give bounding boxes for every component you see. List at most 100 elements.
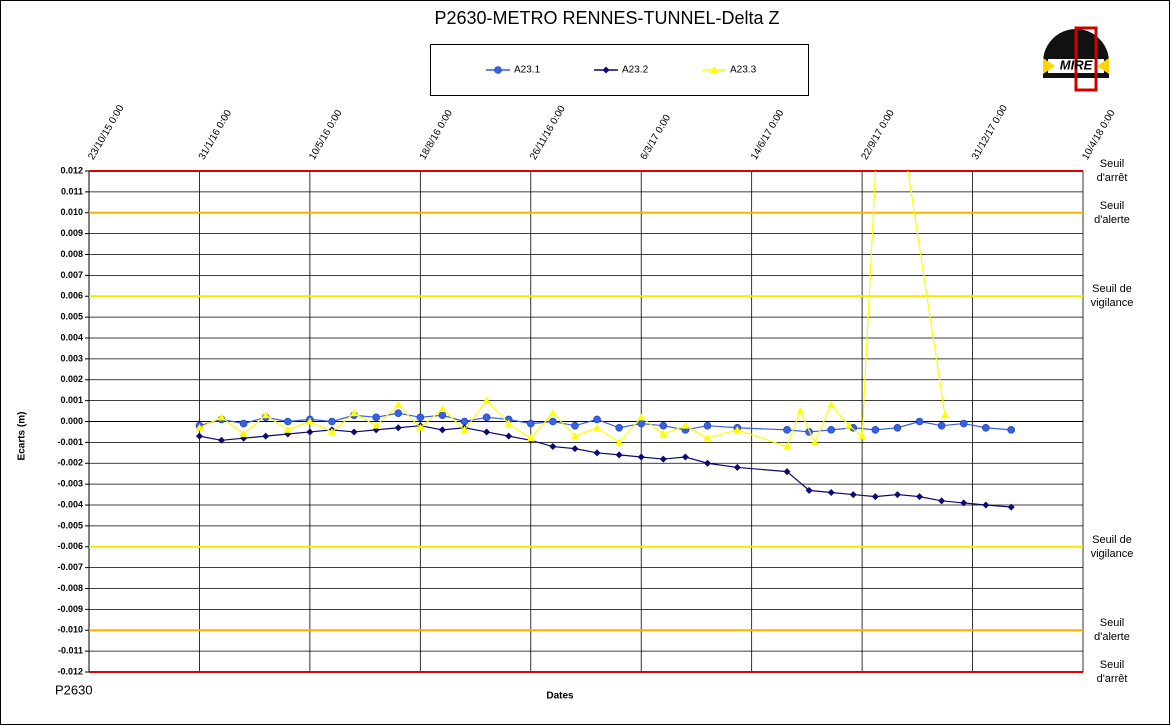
y-tick-label: -0.011 — [58, 646, 83, 656]
marker — [659, 421, 668, 430]
marker — [526, 419, 535, 428]
marker — [416, 423, 425, 431]
y-tick-label: 0.007 — [60, 270, 83, 280]
marker — [548, 409, 557, 417]
marker — [239, 419, 248, 428]
legend-label: A23.1 — [514, 65, 541, 76]
marker — [916, 493, 924, 501]
marker — [893, 491, 901, 499]
marker — [549, 417, 557, 426]
marker — [959, 419, 968, 428]
marker — [615, 451, 623, 459]
plot-area — [195, 171, 1016, 511]
marker — [1007, 503, 1015, 511]
marker — [893, 423, 902, 432]
y-tick-label: 0.006 — [60, 291, 83, 301]
marker — [940, 411, 949, 419]
marker — [438, 426, 446, 434]
y-tick-label: 0.011 — [61, 186, 83, 196]
marker — [350, 409, 359, 417]
marker — [593, 449, 601, 457]
marker — [570, 432, 579, 440]
marker — [350, 428, 358, 436]
marker — [305, 417, 314, 425]
threshold-label: Seuil de vigilance — [1090, 283, 1134, 310]
legend-marker — [602, 66, 610, 74]
y-tick-label: -0.005 — [57, 520, 83, 530]
y-tick-label: -0.009 — [57, 604, 83, 614]
y-tick-label: 0.008 — [60, 249, 83, 259]
marker — [733, 425, 742, 433]
marker — [681, 453, 689, 461]
marker — [504, 419, 513, 427]
marker — [805, 486, 813, 494]
y-tick-label: -0.010 — [57, 625, 83, 635]
x-axis-label: Dates — [546, 691, 574, 702]
legend-label: A23.2 — [622, 65, 649, 76]
marker — [858, 432, 867, 440]
marker — [915, 417, 924, 426]
marker — [394, 424, 402, 432]
chart-title: P2630-METRO RENNES-TUNNEL-Delta Z — [434, 8, 779, 28]
marker — [783, 426, 791, 434]
series-line — [199, 171, 946, 448]
marker — [637, 413, 646, 421]
marker — [783, 442, 792, 450]
marker — [703, 421, 712, 430]
marker — [960, 499, 968, 507]
marker — [593, 423, 602, 431]
legend-marker — [494, 66, 502, 74]
marker — [283, 425, 292, 433]
marker — [394, 400, 403, 408]
threshold-label: Seuil d'alerte — [1094, 199, 1130, 226]
y-tick-label: -0.002 — [57, 458, 83, 468]
marker — [239, 430, 248, 438]
y-tick-label: -0.012 — [57, 666, 83, 676]
footer-label: P2630 — [55, 682, 93, 697]
marker — [659, 455, 667, 463]
marker — [306, 428, 314, 436]
marker — [571, 421, 579, 430]
marker — [681, 421, 690, 429]
marker — [328, 417, 336, 426]
marker — [460, 417, 469, 426]
y-tick-label: 0.003 — [60, 353, 83, 363]
marker — [938, 497, 946, 505]
marker — [526, 434, 535, 442]
marker — [796, 407, 805, 415]
y-tick-label: 0.010 — [60, 207, 83, 217]
threshold-label: Seuil d'alerte — [1094, 617, 1130, 644]
marker — [483, 428, 491, 436]
marker — [218, 436, 226, 444]
marker — [937, 421, 946, 430]
y-tick-label: 0.012 — [60, 165, 83, 175]
marker — [372, 421, 381, 429]
marker — [438, 404, 447, 412]
marker — [327, 427, 336, 435]
marker — [195, 432, 203, 440]
marker — [195, 423, 204, 431]
marker — [849, 491, 857, 499]
marker — [703, 459, 711, 467]
marker — [593, 415, 601, 424]
marker — [827, 426, 835, 434]
marker — [549, 443, 557, 451]
marker — [844, 421, 853, 429]
marker — [217, 413, 226, 421]
y-tick-label: 0.001 — [60, 395, 83, 405]
marker — [703, 434, 712, 442]
marker — [982, 501, 990, 509]
threshold-label: Seuil d'arrêt — [1096, 659, 1128, 685]
marker — [871, 493, 879, 501]
y-tick-label: 0.009 — [60, 228, 83, 238]
marker — [810, 438, 819, 446]
legend-marker — [710, 66, 718, 73]
y-tick-label: -0.006 — [57, 541, 83, 551]
marker — [460, 425, 469, 433]
marker — [571, 445, 579, 453]
y-tick-label: -0.003 — [57, 479, 83, 489]
y-tick-label: -0.001 — [57, 437, 83, 447]
marker — [1007, 426, 1016, 434]
